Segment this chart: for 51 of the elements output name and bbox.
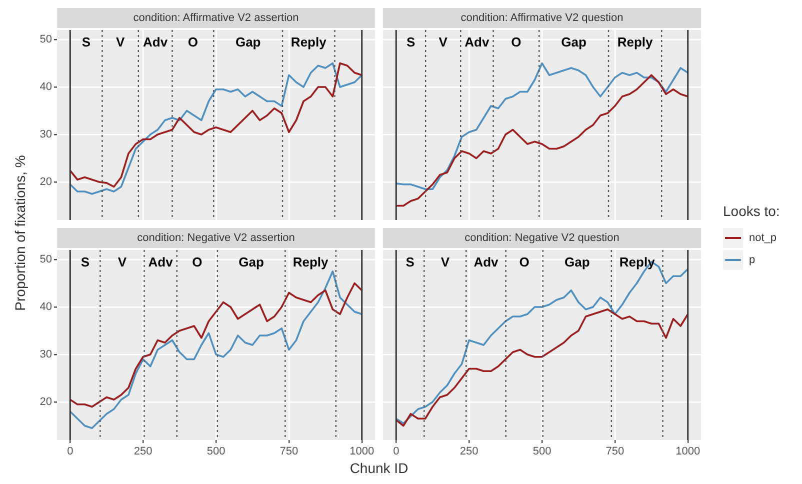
y-tick-label: 30 <box>40 128 52 141</box>
legend-title: Looks to: <box>723 203 780 219</box>
annotation: O <box>192 254 202 270</box>
chart-title: condition: Negative V2 assertion <box>57 228 375 248</box>
y-tick-label: 40 <box>40 301 52 314</box>
annotation: V <box>118 254 127 270</box>
annotation: V <box>440 254 450 270</box>
annotation: O <box>188 34 198 50</box>
annotation: Adv <box>143 34 168 50</box>
annotation: O <box>511 34 522 50</box>
annotation: Gap <box>561 34 586 50</box>
x-tick-label: 0 <box>393 446 400 458</box>
x-axis-title: Chunk ID <box>350 460 408 476</box>
annotation: S <box>80 254 90 270</box>
annotation: S <box>82 34 91 50</box>
annotation: Reply <box>292 254 329 270</box>
annotation: Gap <box>235 34 261 50</box>
annotation: Adv <box>148 254 174 270</box>
annotation: O <box>519 254 530 270</box>
y-axis-title: Proportion of fixations, % <box>12 155 28 311</box>
annotation: Adv <box>474 254 500 270</box>
x-tick-label: 750 <box>606 446 624 458</box>
y-tick-label: 40 <box>40 81 52 94</box>
annotation: S <box>406 254 415 270</box>
x-tick-label: 250 <box>134 446 152 458</box>
annotation: V <box>116 34 125 50</box>
annotation: Reply <box>619 254 656 270</box>
y-tick-label: 20 <box>40 396 52 408</box>
chart-title: condition: Negative V2 question <box>383 228 701 248</box>
x-tick-label: 1000 <box>350 446 374 458</box>
x-tick-label: 250 <box>460 446 478 458</box>
x-tick-label: 500 <box>532 446 552 458</box>
y-tick-label: 20 <box>40 176 52 188</box>
chart-title: condition: Affirmative V2 assertion <box>57 8 375 28</box>
annotation: Gap <box>238 254 264 270</box>
annotation: Reply <box>290 34 328 50</box>
x-tick-label: 500 <box>206 446 226 458</box>
x-tick-label: 1000 <box>676 446 700 458</box>
x-tick-label: 750 <box>280 446 298 458</box>
y-tick-label: 50 <box>40 254 52 266</box>
annotation: V <box>438 34 448 50</box>
legend-label: not_p <box>749 232 777 244</box>
annotation: S <box>406 34 416 50</box>
annotation: Reply <box>617 34 654 50</box>
annotation: Gap <box>564 254 590 270</box>
legend-label: p <box>749 254 756 266</box>
annotation: Adv <box>464 34 490 50</box>
x-tick-label: 0 <box>67 446 74 458</box>
y-tick-label: 50 <box>40 34 52 46</box>
y-tick-label: 30 <box>40 348 52 361</box>
chart-title: condition: Affirmative V2 question <box>383 8 701 28</box>
